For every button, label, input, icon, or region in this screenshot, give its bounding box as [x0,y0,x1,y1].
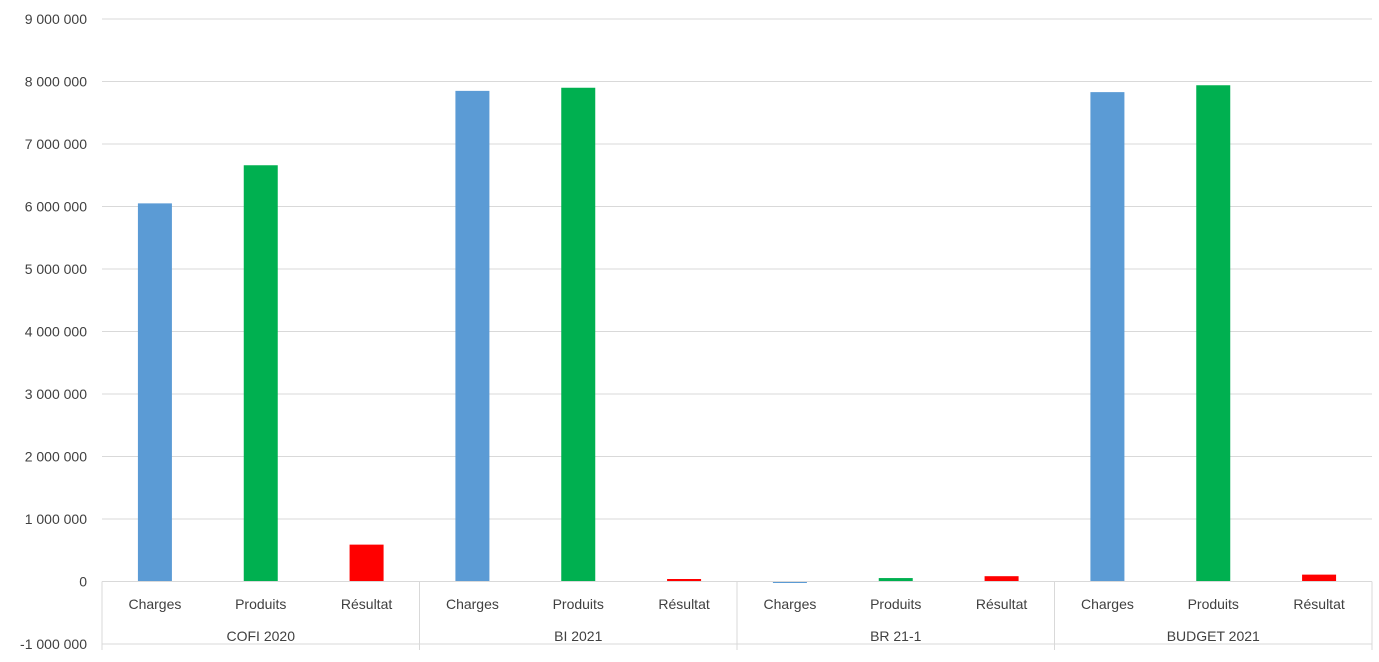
y-tick-label: 5 000 000 [25,261,87,277]
y-tick-label: 4 000 000 [25,324,87,340]
x-axis-labels: Charges Produits Résultat COFI 2020 Charges P… [128,596,1344,644]
x-category-label: Charges [1081,596,1134,612]
y-tick-label: 9 000 000 [25,11,87,27]
x-category-label: Charges [128,596,181,612]
bar-charges [455,90,490,582]
bar-produits [878,578,913,582]
x-group-label: BUDGET 2021 [1167,628,1260,644]
x-category-label: Résultat [1293,596,1344,612]
y-tick-label: 3 000 000 [25,386,87,402]
y-tick-label: 6 000 000 [25,199,87,215]
bar-produits [243,165,278,582]
x-axis [101,581,1373,650]
y-tick-label: 1 000 000 [25,511,87,527]
bar-resultat [984,576,1019,582]
x-group-label: COFI 2020 [227,628,296,644]
bar-charges [1090,92,1125,582]
y-tick-label: 7 000 000 [25,136,87,152]
bar-resultat [667,579,702,582]
x-category-label: Produits [870,596,921,612]
y-tick-label: 8 000 000 [25,74,87,90]
y-tick-label: 2 000 000 [25,449,87,465]
x-category-label: Produits [235,596,286,612]
bar-charges [137,203,172,582]
x-category-label: Produits [553,596,604,612]
y-axis-tick-labels: -1 000 000 0 1 000 000 2 000 000 3 000 000 4 … [20,11,87,652]
bar-resultat [349,544,384,582]
x-category-label: Produits [1188,596,1239,612]
bar-produits [561,87,596,582]
x-group-label: BR 21-1 [870,628,922,644]
bars [137,85,1337,583]
x-category-label: Résultat [976,596,1027,612]
x-group-label: BI 2021 [554,628,602,644]
x-category-label: Résultat [341,596,392,612]
bar-produits [1196,85,1231,582]
x-category-label: Charges [763,596,816,612]
bar-resultat [1302,574,1337,582]
x-category-label: Charges [446,596,499,612]
y-tick-label: -1 000 000 [20,636,87,652]
bar-charges [772,581,807,583]
x-category-label: Résultat [658,596,709,612]
gridlines [102,18,1372,645]
y-tick-label: 0 [79,574,87,590]
